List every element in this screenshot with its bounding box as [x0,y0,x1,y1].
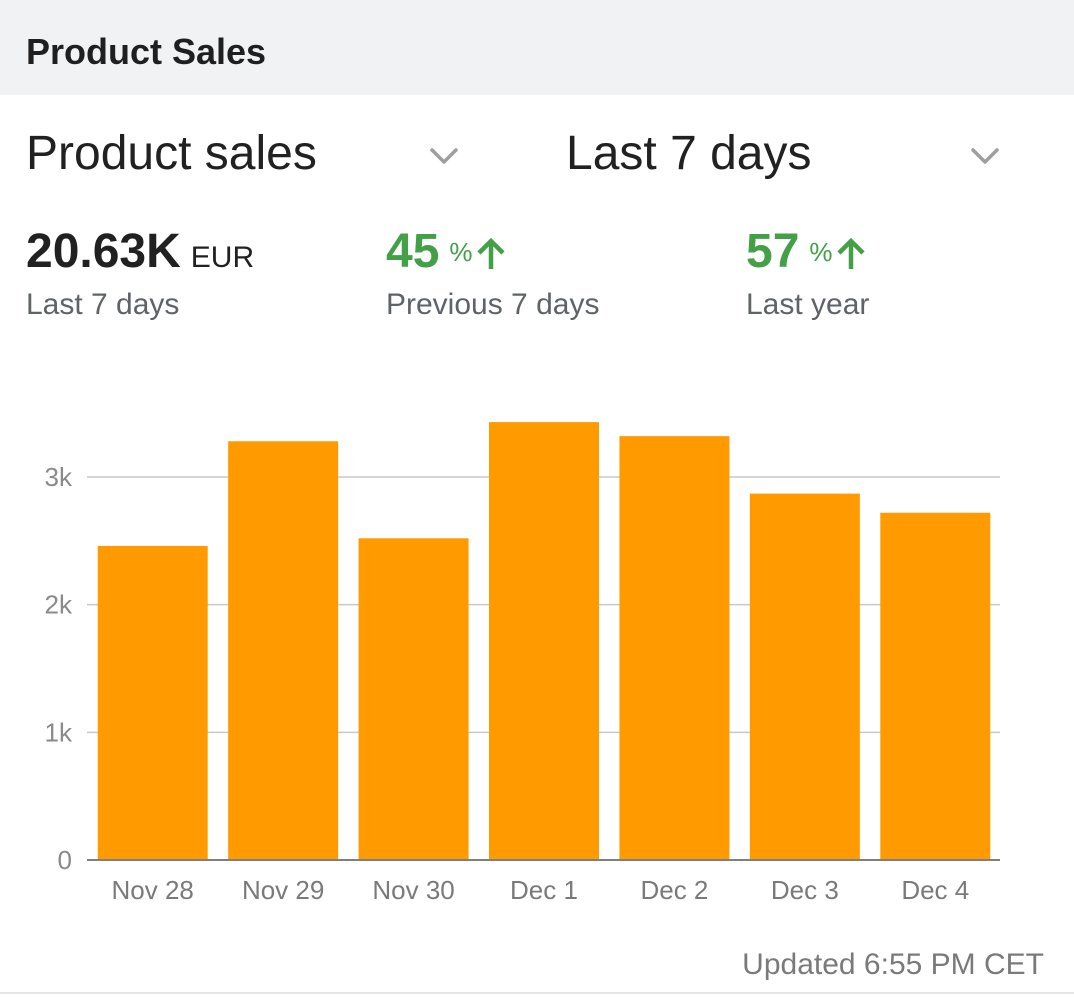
kpi-last-year: 57% Last year [746,224,869,322]
x-tick-label: Dec 4 [901,875,969,905]
bar[interactable] [228,441,339,860]
y-tick-label: 0 [58,845,72,875]
last-updated-text: Updated 6:55 PM CET [742,948,1044,981]
card-title: Product Sales [26,31,267,72]
kpi-last-year-unit: % [809,237,833,267]
x-tick-label: Dec 3 [771,875,839,905]
card-header: Product Sales [0,0,1074,95]
date-range-dropdown-label: Last 7 days [566,127,812,180]
x-tick-label: Dec 1 [510,875,578,905]
y-tick-label: 2k [45,590,73,620]
x-tick-label: Nov 29 [242,875,324,905]
x-tick-label: Nov 30 [372,875,454,905]
y-tick-label: 1k [45,717,73,747]
kpi-total-value: 20.63K [26,225,181,278]
metric-dropdown-label: Product sales [26,127,317,180]
kpi-previous-value: 45 [386,225,440,278]
sales-bar-chart: 0 1k 2k 3k Nov 28 Nov 29 Nov 30 Dec 1 Dec 2 Dec 3… [45,422,1000,905]
bar[interactable] [749,493,860,860]
kpi-total-unit: EUR [190,241,255,274]
bar[interactable] [97,545,208,860]
kpi-total-sales: 20.63K EUR Last 7 days [26,224,254,322]
bar[interactable] [358,538,469,860]
kpi-total-label: Last 7 days [26,288,180,321]
chevron-down-icon [971,148,999,164]
date-range-dropdown[interactable]: Last 7 days [566,120,1016,190]
kpi-previous-label: Previous 7 days [386,288,600,321]
x-tick-label: Nov 28 [112,875,194,905]
kpi-previous-period: 45% Previous 7 days [386,224,599,322]
metric-dropdown[interactable]: Product sales [26,120,476,190]
arrow-up-icon [836,237,865,269]
y-tick-label: 3k [45,462,73,492]
bottom-divider [0,992,1074,994]
bar[interactable] [489,422,599,860]
kpi-last-year-value: 57 [746,225,800,278]
x-tick-label: Dec 2 [640,875,708,905]
kpi-last-year-label: Last year [746,288,870,321]
arrow-up-icon [476,237,505,269]
chevron-down-icon [430,148,458,164]
bar[interactable] [880,512,991,860]
bar[interactable] [619,436,730,860]
kpi-previous-unit: % [449,237,473,267]
